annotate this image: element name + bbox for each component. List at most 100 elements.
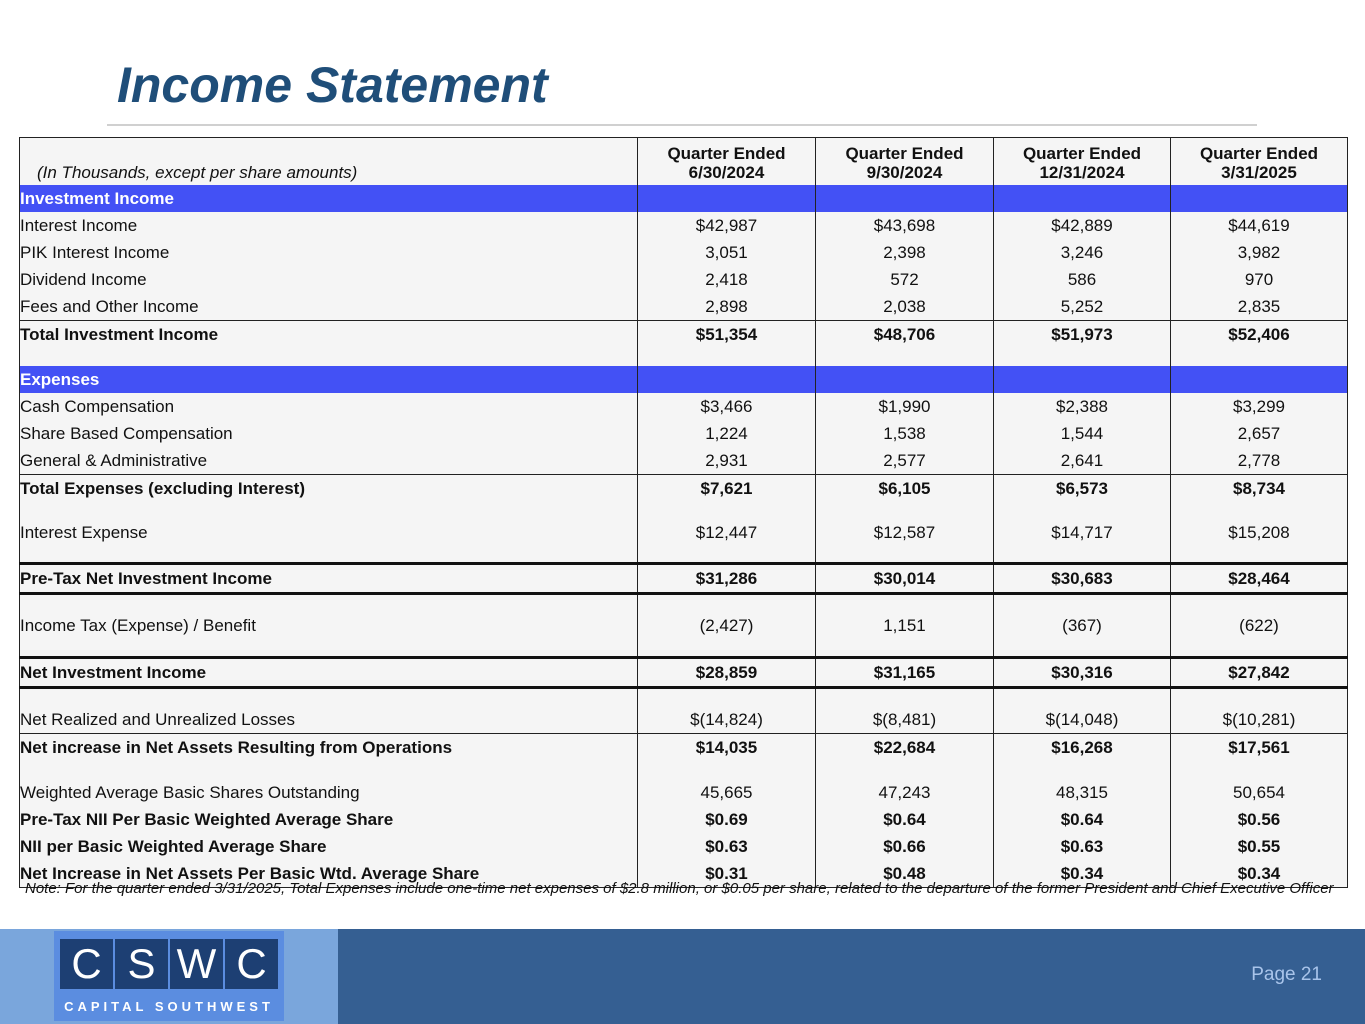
cell-value: $28,464 <box>1170 562 1348 595</box>
table-header-row: (In Thousands, except per share amounts)… <box>19 137 1348 185</box>
row-label: Net Increase in Net Assets Per Basic Wtd… <box>19 860 638 888</box>
row-label: PIK Interest Income <box>19 239 638 266</box>
cell-value: $(14,048) <box>993 706 1171 734</box>
row-label: Total Investment Income <box>19 320 638 348</box>
cell-value: $6,573 <box>993 474 1171 502</box>
cell-value: $52,406 <box>1170 320 1348 348</box>
cell-value: $(8,481) <box>815 706 994 734</box>
cell-value: 1,544 <box>993 420 1171 447</box>
footnote: Note: For the quarter ended 3/31/2025, T… <box>25 880 1334 897</box>
table-row: Interest Income $42,987 $43,698 $42,889 $44,… <box>19 212 1348 239</box>
cell-value <box>815 366 994 393</box>
cell-value: 3,051 <box>637 239 816 266</box>
row-label: Net Realized and Unrealized Losses <box>19 706 638 734</box>
table-row: Income Tax (Expense) / Benefit (2,427) 1,1… <box>19 612 1348 639</box>
cell-value <box>1170 185 1348 212</box>
income-statement-table: (In Thousands, except per share amounts)… <box>19 137 1348 888</box>
table-row: Net Realized and Unrealized Losses $(14,8… <box>19 706 1348 734</box>
spacer-row <box>19 761 1348 779</box>
table-row: Pre-Tax Net Investment Income $31,286 $30,… <box>19 562 1348 595</box>
logo-letter: S <box>115 939 168 989</box>
row-label: Fees and Other Income <box>19 293 638 321</box>
logo-letter: C <box>225 939 278 989</box>
cell-value: $14,717 <box>993 519 1171 546</box>
cell-value: $0.63 <box>637 833 816 860</box>
cell-value: $7,621 <box>637 474 816 502</box>
cell-value: $0.34 <box>1170 860 1348 888</box>
row-label: Interest Expense <box>19 519 638 546</box>
table-row: Dividend Income 2,418 572 586 970 <box>19 266 1348 293</box>
table-row: NII per Basic Weighted Average Share $0.6… <box>19 833 1348 860</box>
table-row: General & Administrative 2,931 2,577 2,641 2… <box>19 447 1348 475</box>
cell-value: $0.69 <box>637 806 816 833</box>
table-row: Interest Expense $12,447 $12,587 $14,717 $15… <box>19 519 1348 546</box>
cell-value: $48,706 <box>815 320 994 348</box>
cell-value: 2,577 <box>815 447 994 475</box>
units-caption: (In Thousands, except per share amounts) <box>19 137 638 185</box>
page-number: Page 21 <box>1251 964 1322 985</box>
table-row: Net Increase in Net Assets Per Basic Wtd… <box>19 860 1348 888</box>
spacer-row <box>19 593 1348 612</box>
row-label: Cash Compensation <box>19 393 638 420</box>
cell-value: $(14,824) <box>637 706 816 734</box>
row-label: NII per Basic Weighted Average Share <box>19 833 638 860</box>
page-title: Income Statement <box>117 57 548 113</box>
row-label: Expenses <box>19 366 638 393</box>
cell-value: $0.64 <box>815 806 994 833</box>
cswc-logo: C S W C CAPITAL SOUTHWEST <box>54 931 284 1021</box>
cell-value: $51,973 <box>993 320 1171 348</box>
cell-value: $22,684 <box>815 733 994 761</box>
cell-value: $0.64 <box>993 806 1171 833</box>
column-header: Quarter Ended 6/30/2024 <box>637 137 816 185</box>
table-row: Pre-Tax NII Per Basic Weighted Average S… <box>19 806 1348 833</box>
cell-value: $6,105 <box>815 474 994 502</box>
cell-value: 47,243 <box>815 779 994 806</box>
row-label: Pre-Tax Net Investment Income <box>19 562 638 595</box>
logo-subtitle: CAPITAL SOUTHWEST <box>64 999 274 1014</box>
cell-value: $28,859 <box>637 656 816 689</box>
cell-value: $0.55 <box>1170 833 1348 860</box>
cell-value: 1,224 <box>637 420 816 447</box>
table-row: Share Based Compensation 1,224 1,538 1,544 2… <box>19 420 1348 447</box>
cell-value: $30,014 <box>815 562 994 595</box>
cell-value: $12,587 <box>815 519 994 546</box>
title-divider <box>107 124 1257 126</box>
cell-value: 48,315 <box>993 779 1171 806</box>
cell-value: 2,931 <box>637 447 816 475</box>
cell-value: $27,842 <box>1170 656 1348 689</box>
cell-value <box>993 185 1171 212</box>
section-header-row: Expenses <box>19 366 1348 393</box>
cell-value: $3,299 <box>1170 393 1348 420</box>
column-header: Quarter Ended 3/31/2025 <box>1170 137 1348 185</box>
cell-value: 3,246 <box>993 239 1171 266</box>
cell-value: 2,418 <box>637 266 816 293</box>
cell-value: $0.48 <box>815 860 994 888</box>
cell-value: 586 <box>993 266 1171 293</box>
cell-value: 2,898 <box>637 293 816 321</box>
cell-value: 1,151 <box>815 612 994 639</box>
cell-value: (367) <box>993 612 1171 639</box>
cell-value: 2,038 <box>815 293 994 321</box>
cell-value: (622) <box>1170 612 1348 639</box>
cell-value: $15,208 <box>1170 519 1348 546</box>
cell-value: 50,654 <box>1170 779 1348 806</box>
cell-value: 2,835 <box>1170 293 1348 321</box>
spacer-row <box>19 639 1348 658</box>
cell-value: $0.31 <box>637 860 816 888</box>
table-row: Total Expenses (excluding Interest) $7,62… <box>19 474 1348 502</box>
spacer-row <box>19 687 1348 706</box>
column-header: Quarter Ended 9/30/2024 <box>815 137 994 185</box>
cell-value: $14,035 <box>637 733 816 761</box>
cell-value: $42,889 <box>993 212 1171 239</box>
table-row: Cash Compensation $3,466 $1,990 $2,388 $3,29… <box>19 393 1348 420</box>
table-row: Net Investment Income $28,859 $31,165 $30,3… <box>19 656 1348 689</box>
section-header-row: Investment Income <box>19 185 1348 212</box>
row-label: Share Based Compensation <box>19 420 638 447</box>
cell-value: $31,286 <box>637 562 816 595</box>
cell-value: 2,778 <box>1170 447 1348 475</box>
cell-value: $42,987 <box>637 212 816 239</box>
cell-value <box>1170 366 1348 393</box>
cell-value: 2,398 <box>815 239 994 266</box>
table-row: Fees and Other Income 2,898 2,038 5,252 2,83… <box>19 293 1348 321</box>
cell-value: $1,990 <box>815 393 994 420</box>
